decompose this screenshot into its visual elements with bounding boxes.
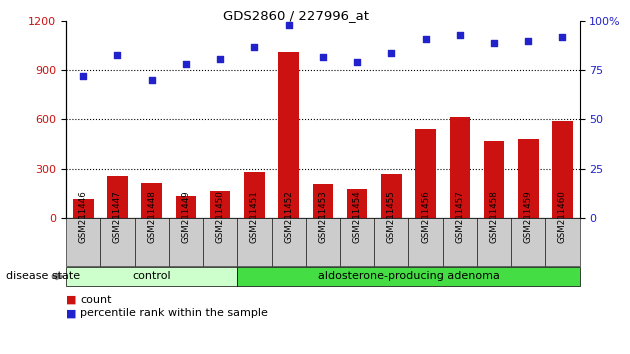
Bar	[553, 121, 573, 218]
Point	[147, 77, 157, 83]
Text: ■: ■	[66, 295, 77, 305]
Text: GSM211449: GSM211449	[181, 191, 190, 244]
Text: GSM211457: GSM211457	[455, 190, 464, 244]
Text: GDS2860 / 227996_at: GDS2860 / 227996_at	[223, 9, 369, 22]
Text: aldosterone-producing adenoma: aldosterone-producing adenoma	[318, 272, 500, 281]
Bar	[347, 189, 367, 218]
Bar	[73, 199, 93, 218]
Point	[455, 32, 465, 38]
Text: GSM211454: GSM211454	[353, 190, 362, 244]
Bar	[518, 139, 539, 218]
Point	[318, 54, 328, 59]
Point	[181, 62, 191, 67]
Point	[78, 73, 88, 79]
Text: GSM211455: GSM211455	[387, 190, 396, 244]
Text: count: count	[80, 295, 112, 305]
Text: GSM211452: GSM211452	[284, 190, 293, 244]
Bar	[278, 52, 299, 218]
Text: disease state: disease state	[6, 272, 81, 281]
Text: GSM211458: GSM211458	[490, 190, 498, 244]
Text: percentile rank within the sample: percentile rank within the sample	[80, 308, 268, 318]
Point	[420, 36, 430, 42]
Text: GSM211453: GSM211453	[318, 190, 328, 244]
Bar	[484, 141, 504, 218]
Text: ■: ■	[66, 308, 77, 318]
Text: GSM211451: GSM211451	[250, 190, 259, 244]
Bar	[381, 173, 401, 218]
Bar	[415, 129, 436, 218]
Point	[558, 34, 568, 40]
Text: control: control	[132, 272, 171, 281]
Point	[112, 52, 122, 57]
Bar	[176, 196, 196, 218]
Text: GSM211447: GSM211447	[113, 190, 122, 244]
Bar	[450, 117, 470, 218]
Bar	[244, 172, 265, 218]
Text: GSM211446: GSM211446	[79, 190, 88, 244]
Point	[352, 60, 362, 65]
Point	[523, 38, 533, 44]
Text: GSM211460: GSM211460	[558, 190, 567, 244]
Text: GSM211448: GSM211448	[147, 190, 156, 244]
Point	[386, 50, 396, 56]
Text: GSM211459: GSM211459	[524, 191, 533, 244]
Point	[249, 44, 260, 50]
Point	[284, 22, 294, 28]
Point	[215, 56, 226, 61]
Point	[489, 40, 499, 46]
Text: GSM211450: GSM211450	[215, 190, 225, 244]
Text: GSM211456: GSM211456	[421, 190, 430, 244]
Bar	[142, 183, 162, 218]
Bar	[312, 184, 333, 218]
Bar	[107, 176, 128, 218]
Bar	[210, 191, 231, 218]
